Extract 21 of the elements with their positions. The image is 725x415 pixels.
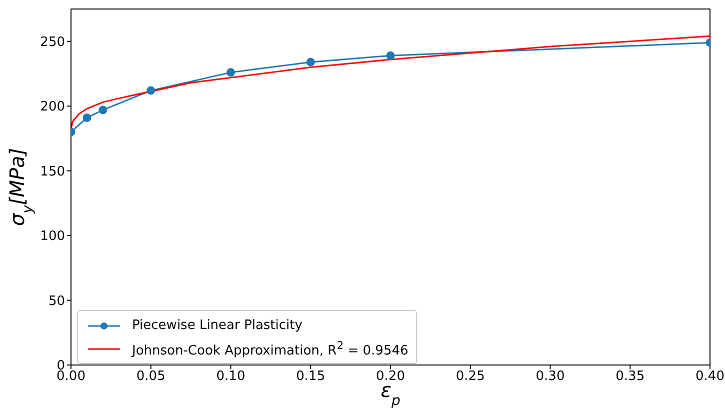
x-tick-label: 0.40 (696, 369, 724, 384)
y-tick-label: 50 (48, 294, 65, 309)
y-tick-label: 200 (40, 100, 65, 115)
point (306, 58, 315, 66)
x-tick-label: 0.30 (536, 369, 565, 384)
point (226, 68, 235, 77)
x-tick-label: 0.15 (296, 369, 326, 384)
x-tick-label: 0.35 (616, 369, 645, 384)
point (98, 106, 108, 114)
y-tick-label: 250 (40, 34, 65, 50)
y-tick-label: 100 (40, 229, 65, 244)
point (386, 51, 395, 60)
y-tick-label: 150 (40, 164, 65, 180)
x-tick-label: 0.20 (376, 369, 405, 384)
x-tick-label: 0.05 (136, 369, 166, 384)
legend-label: Piecewise Linear Plasticity (132, 318, 302, 333)
legend-label: Johnson-Cook Approximation, R$^{2}$ = 0.9546 (132, 338, 408, 358)
x-tick-label: 0.10 (216, 369, 246, 384)
x-tick-label: 0.25 (456, 369, 485, 384)
point (82, 113, 92, 122)
point (146, 86, 156, 95)
